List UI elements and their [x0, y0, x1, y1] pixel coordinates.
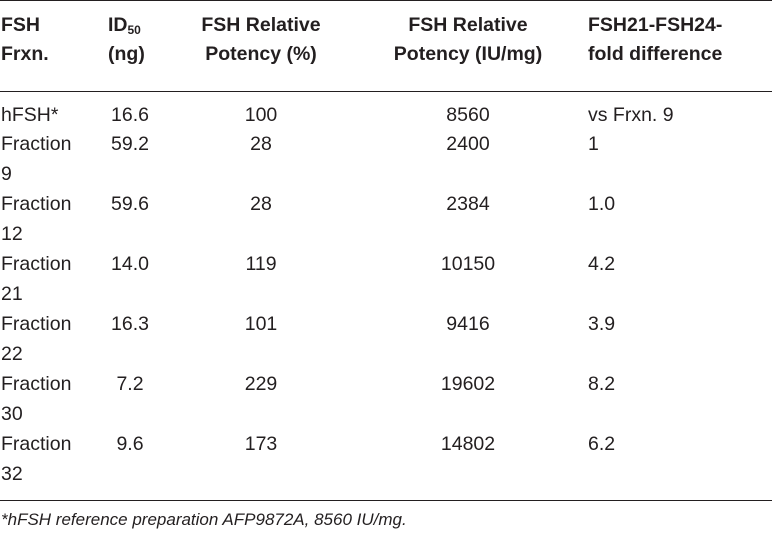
row-potency-pct: 173: [244, 433, 278, 455]
header-potency-iu-line1: FSH Relative: [408, 14, 528, 36]
bottom-rule: [0, 500, 772, 501]
row-id50: 59.6: [111, 193, 149, 215]
header-id50: ID50: [108, 11, 141, 40]
row-potency-iu: 2384: [446, 193, 490, 215]
row-fraction-name: Fraction: [1, 193, 72, 215]
row-fold-difference: 1: [588, 133, 599, 155]
row-fold-difference: 3.9: [588, 313, 616, 335]
row-potency-pct: 100: [244, 104, 278, 126]
row-fraction-name: Fraction: [1, 433, 72, 455]
header-id50-unit: (ng): [108, 43, 145, 65]
header-potency-iu-line2: Potency (IU/mg): [393, 43, 543, 65]
row-id50: 16.3: [111, 313, 149, 335]
row-fold-difference: 6.2: [588, 433, 616, 455]
row-fold-difference: vs Frxn. 9: [588, 104, 674, 126]
row-potency-iu: 9416: [446, 313, 490, 335]
row-fraction-name: 9: [1, 163, 12, 185]
row-potency-pct: 229: [244, 373, 278, 395]
row-id50: 9.6: [116, 433, 144, 455]
row-fraction-name: Fraction: [1, 373, 72, 395]
row-potency-iu: 10150: [440, 253, 496, 275]
top-rule: [0, 0, 772, 1]
row-id50: 16.6: [111, 104, 149, 126]
row-potency-iu: 19602: [440, 373, 496, 395]
header-id50-sub: 50: [127, 23, 141, 37]
header-frxn-line2: Frxn.: [1, 43, 49, 65]
row-id50: 14.0: [111, 253, 149, 275]
row-fraction-name: 32: [1, 463, 23, 485]
row-fraction-name: 22: [1, 343, 23, 365]
row-potency-iu: 8560: [446, 104, 490, 126]
header-id50-main: ID: [108, 14, 128, 36]
row-id50: 7.2: [116, 373, 144, 395]
row-fold-difference: 8.2: [588, 373, 616, 395]
row-fraction-name: hFSH*: [1, 104, 59, 126]
row-fraction-name: Fraction: [1, 133, 72, 155]
header-potency-pct-line1: FSH Relative: [201, 14, 321, 36]
header-fold-line1: FSH21-FSH24-: [588, 14, 723, 36]
row-fold-difference: 1.0: [588, 193, 616, 215]
row-fraction-name: Fraction: [1, 253, 72, 275]
footnote: *hFSH reference preparation AFP9872A, 85…: [1, 510, 407, 529]
row-potency-pct: 28: [250, 193, 272, 215]
row-fraction-name: 30: [1, 403, 23, 425]
header-fold-line2: fold difference: [588, 43, 723, 65]
row-fold-difference: 4.2: [588, 253, 616, 275]
row-fraction-name: 12: [1, 223, 23, 245]
row-potency-pct: 101: [244, 313, 278, 335]
row-potency-pct: 119: [245, 253, 277, 275]
row-potency-iu: 2400: [446, 133, 490, 155]
row-fraction-name: Fraction: [1, 313, 72, 335]
header-rule: [0, 91, 772, 92]
row-id50: 59.2: [111, 133, 149, 155]
header-potency-pct-line2: Potency (%): [205, 43, 317, 65]
row-potency-pct: 28: [250, 133, 272, 155]
row-potency-iu: 14802: [440, 433, 496, 455]
row-fraction-name: 21: [1, 283, 23, 305]
header-frxn-line1: FSH: [1, 14, 40, 36]
